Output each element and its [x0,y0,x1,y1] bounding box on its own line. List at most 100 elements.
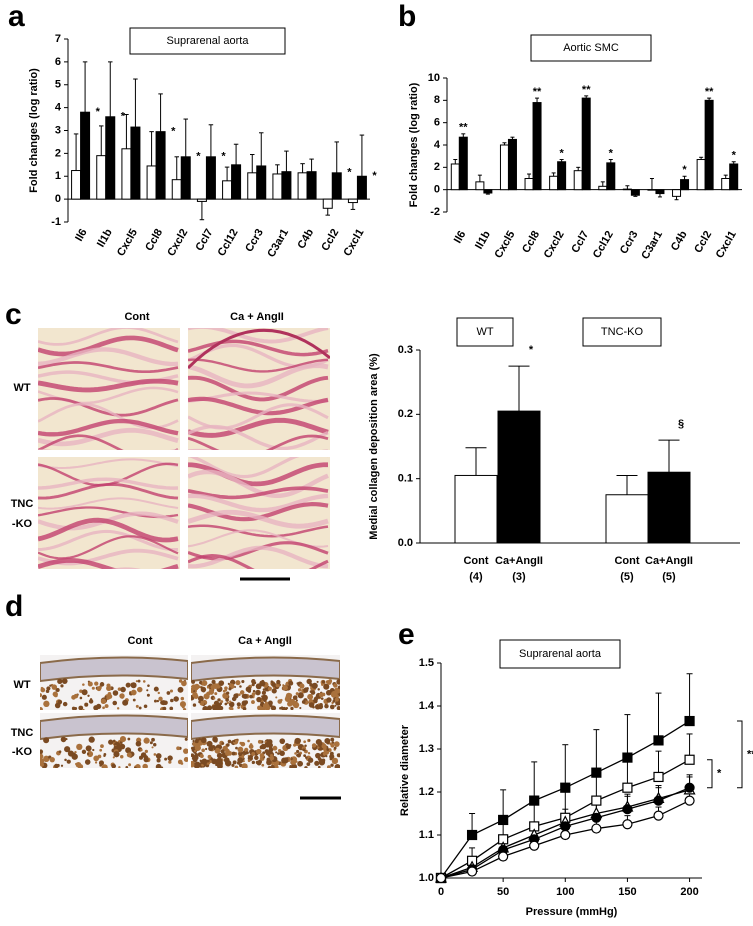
stain [310,690,316,695]
stain [130,682,137,689]
bar [557,161,567,191]
stain [314,696,319,701]
stain [157,691,160,695]
stain [64,758,67,762]
marker [622,819,633,830]
stain [40,749,44,754]
stain [262,703,269,709]
stain [245,751,249,755]
stain [135,704,139,708]
stain [137,686,143,693]
stain [291,763,298,768]
stain [228,701,235,708]
stain [284,757,289,762]
y-tick-label: 1 [55,170,61,182]
stain [54,763,59,768]
row-label: WT [13,382,30,394]
stain [199,753,204,759]
collagen-fiber [38,482,179,500]
collagen-fiber [188,434,329,450]
bar [171,179,182,200]
stain [162,706,167,710]
histology-image [38,457,180,569]
stain [76,743,83,751]
stain [140,748,143,752]
stain [296,682,299,685]
stain [75,762,78,766]
collagen-fiber [188,328,329,344]
stain [191,687,194,693]
n-label: (4) [469,571,483,583]
y-tick-label: 2 [55,147,61,159]
stain [103,753,107,756]
stain [290,706,294,710]
stain [130,689,137,696]
stain [84,759,91,765]
bar [105,116,116,200]
chart-title: Suprarenal aorta [519,648,602,660]
stain [201,680,208,687]
stain [270,764,275,768]
stain [101,764,108,768]
collagen-fiber [38,434,179,450]
collagen-fiber [38,378,179,393]
stain [211,679,216,685]
significance: * [609,147,614,159]
stain [104,704,109,709]
stain [225,698,229,702]
stain [126,752,132,758]
stain [221,742,225,745]
stain [200,686,207,693]
stain [287,701,293,707]
stain [231,751,236,756]
stain [153,743,157,747]
stain [333,683,338,688]
stain [197,695,204,702]
significance: * [529,344,534,356]
stain [96,703,102,709]
stain [60,736,67,743]
stain [135,764,141,768]
row-label: TNC [11,727,34,739]
stain [296,738,301,744]
column-label: Ca + AngII [238,635,292,647]
stain [290,759,297,765]
stain [311,743,317,748]
stain [238,751,243,757]
collagen-fiber [38,517,179,543]
stain [99,764,102,767]
stain [192,703,197,707]
bar [458,136,468,191]
stain [208,745,214,752]
stain [125,766,129,768]
stain [191,679,196,684]
stain [299,683,305,689]
stain [262,690,266,695]
group-label: WT [476,326,493,338]
panel-letter: b [398,0,416,33]
stain [317,704,324,710]
stain [271,762,274,765]
stain [294,752,297,755]
stain [128,763,132,767]
bar [606,162,616,191]
stain [242,706,247,710]
x-tick-label: Il6 [73,227,90,244]
y-tick-label: 0.0 [398,537,413,549]
collagen-fiber [188,486,329,500]
stain [304,744,307,747]
stain [65,738,68,741]
significance: ** [533,86,542,98]
n-label: (5) [662,571,676,583]
stain [192,739,195,743]
stain [261,763,265,767]
stain [81,689,88,696]
histology-image [40,655,188,710]
stain [88,699,94,704]
stain [116,707,120,710]
bracket [707,759,713,789]
column-label: Cont [124,311,149,323]
stain [71,695,76,700]
stain [297,688,302,692]
y-tick-label: 3 [55,124,61,136]
